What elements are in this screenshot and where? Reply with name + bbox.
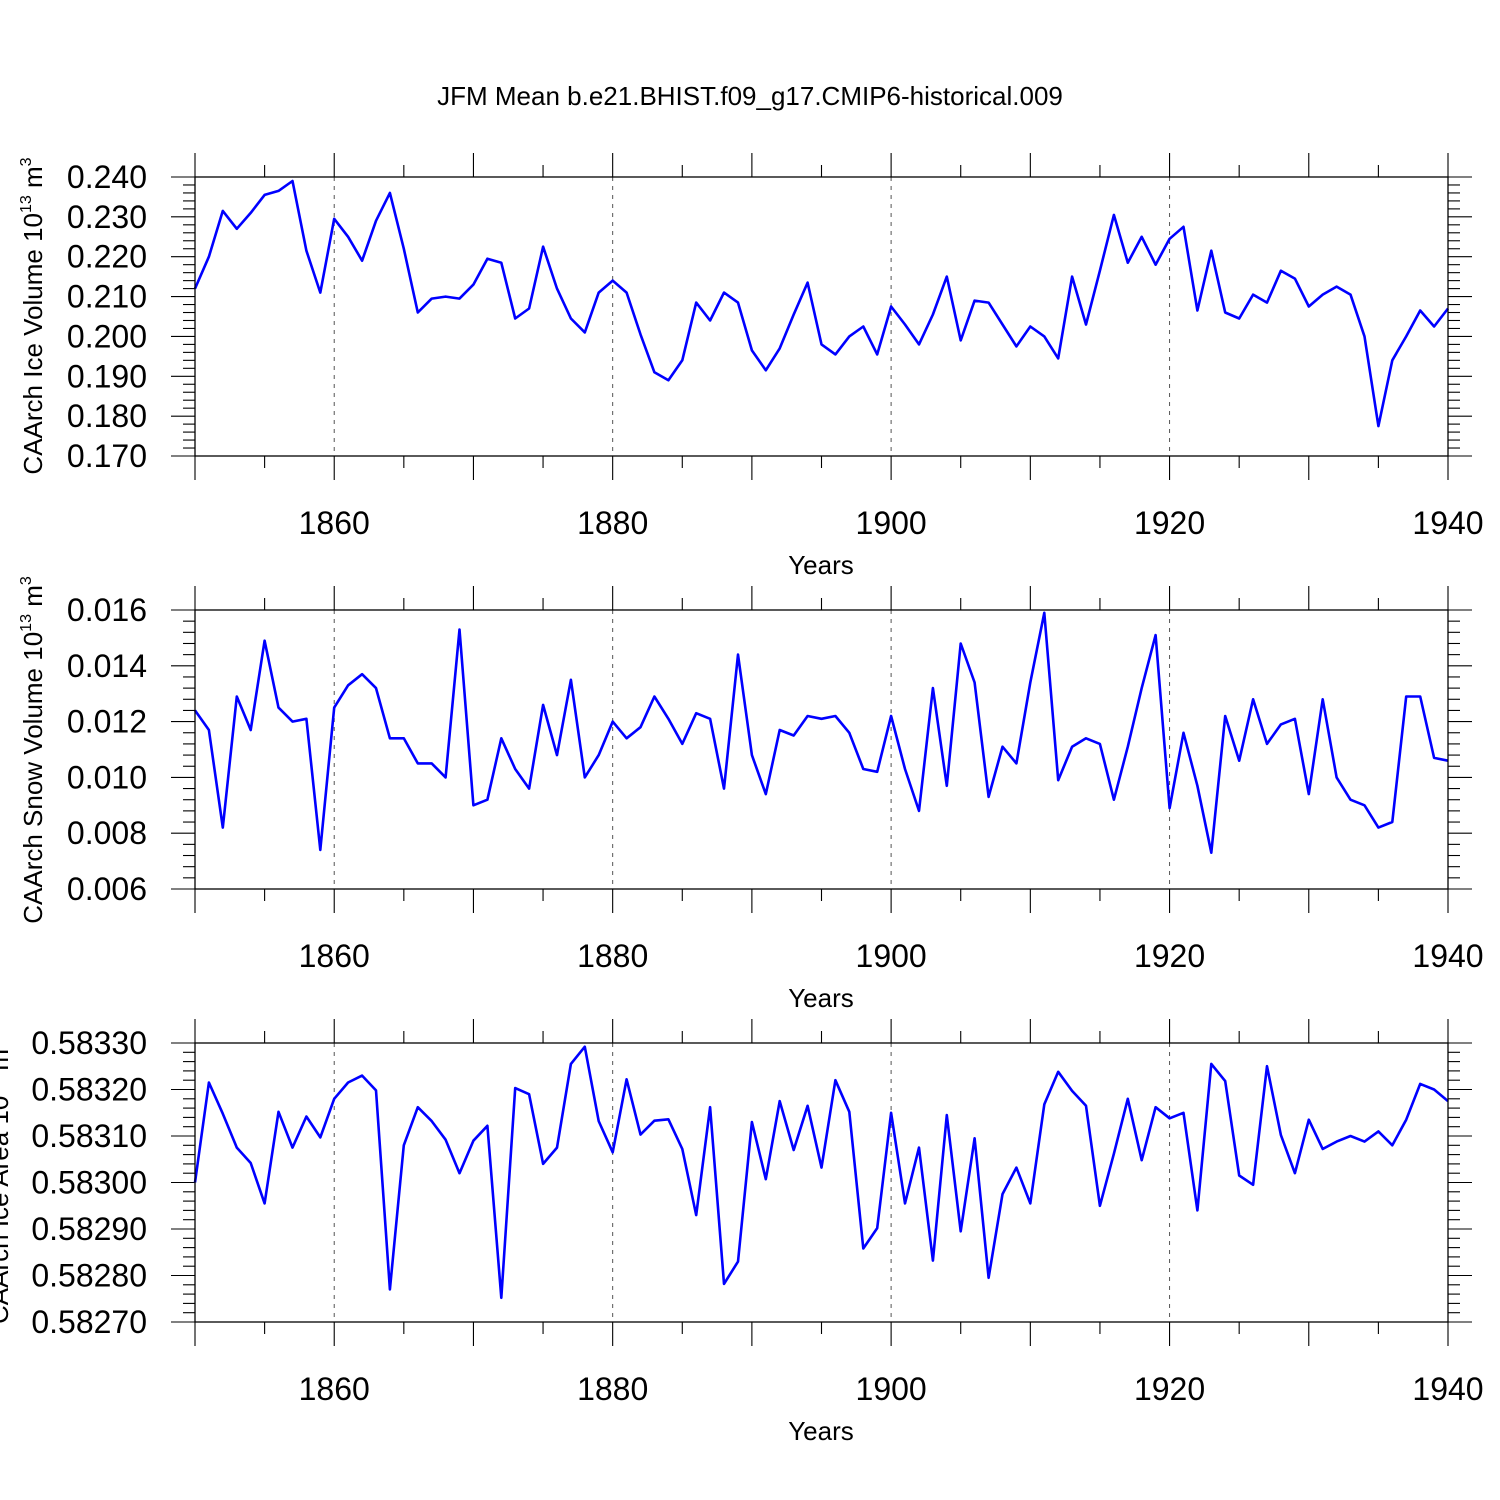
y-tick-label-1: 0.180 — [67, 398, 147, 434]
panel-2-x-axis-title: Years — [788, 1416, 854, 1446]
x-tick-label-1920: 1920 — [1134, 505, 1205, 541]
y-tick-label-0: 0.58270 — [31, 1304, 147, 1340]
panel-2-grid — [333, 1043, 1171, 1322]
series-line — [193, 611, 1449, 855]
series-line — [193, 1045, 1449, 1300]
panel-0-series — [193, 179, 1450, 428]
x-tick-label-1920: 1920 — [1134, 1371, 1205, 1407]
panel-0-x-axis-title: Years — [788, 550, 854, 580]
panel-1-y-axis-title: CAArch Snow Volume 1013 m3 — [18, 576, 48, 924]
y-tick-label-1: 0.008 — [67, 815, 147, 851]
y-tick-label-6: 0.230 — [67, 199, 147, 235]
y-tick-label-0: 0.006 — [67, 871, 147, 907]
x-tick-label-1900: 1900 — [856, 505, 927, 541]
y-tick-label-2: 0.010 — [67, 759, 147, 795]
panel-1-y-tick-labels: 0.006 0.008 0.010 0.012 0.014 0.016 — [67, 592, 147, 907]
x-tick-label-1900: 1900 — [856, 938, 927, 974]
panel-1-ticks — [171, 586, 1472, 913]
y-tick-label-4: 0.58310 — [31, 1118, 147, 1154]
x-tick-label-1880: 1880 — [577, 505, 648, 541]
y-tick-label-4: 0.210 — [67, 279, 147, 315]
x-tick-label-1860: 1860 — [299, 938, 370, 974]
panel-0-plot-frame — [194, 176, 1449, 457]
x-tick-label-1940: 1940 — [1412, 505, 1483, 541]
panel-0-ticks — [171, 153, 1472, 480]
y-tick-label-2: 0.58290 — [31, 1211, 147, 1247]
y-tick-label-7: 0.240 — [67, 159, 147, 195]
panel-2-series — [193, 1045, 1449, 1300]
y-tick-label-3: 0.200 — [67, 318, 147, 354]
x-tick-label-1920: 1920 — [1134, 938, 1205, 974]
panel-2-plot-frame — [194, 1042, 1449, 1323]
panel-2-x-tick-labels: 1860 1880 1900 1920 1940 — [299, 1371, 1484, 1407]
panel-0-y-axis-title: CAArch Ice Volume 1013 m3 — [18, 157, 48, 474]
panel-1-grid — [333, 610, 1171, 889]
y-tick-label-4: 0.014 — [67, 648, 147, 684]
y-tick-label-5: 0.016 — [67, 592, 147, 628]
panel-1-series — [193, 611, 1449, 855]
series-line — [193, 179, 1450, 428]
x-tick-label-1860: 1860 — [299, 1371, 370, 1407]
x-tick-label-1880: 1880 — [577, 1371, 648, 1407]
panel-2-y-axis-title: CAArch Ice Area 1012 m2 — [0, 1040, 14, 1324]
x-tick-label-1880: 1880 — [577, 938, 648, 974]
x-tick-label-1900: 1900 — [856, 1371, 927, 1407]
x-tick-label-1940: 1940 — [1412, 938, 1483, 974]
x-tick-label-1860: 1860 — [299, 505, 370, 541]
y-tick-label-5: 0.58320 — [31, 1072, 147, 1108]
panel-2-ticks — [171, 1019, 1472, 1346]
y-tick-label-2: 0.190 — [67, 358, 147, 394]
y-tick-label-3: 0.58300 — [31, 1165, 147, 1201]
y-tick-label-5: 0.220 — [67, 239, 147, 275]
panel-1-plot-frame — [194, 609, 1449, 890]
y-tick-label-3: 0.012 — [67, 704, 147, 740]
y-tick-label-6: 0.58330 — [31, 1025, 147, 1061]
panel-2-y-tick-labels: 0.58270 0.58280 0.58290 0.58300 0.58310 0.583… — [31, 1025, 147, 1340]
x-tick-label-1940: 1940 — [1412, 1371, 1483, 1407]
y-tick-label-0: 0.170 — [67, 438, 147, 474]
panel-1-x-axis-title: Years — [788, 983, 854, 1013]
y-tick-label-1: 0.58280 — [31, 1258, 147, 1294]
panel-ice-area: 0.58270 0.58280 0.58290 0.58300 0.58310 0.583… — [0, 1019, 1484, 1446]
panel-0-x-tick-labels: 1860 1880 1900 1920 1940 — [299, 505, 1484, 541]
figure-title: JFM Mean b.e21.BHIST.f09_g17.CMIP6-histo… — [437, 81, 1063, 111]
panel-1-x-tick-labels: 1860 1880 1900 1920 1940 — [299, 938, 1484, 974]
